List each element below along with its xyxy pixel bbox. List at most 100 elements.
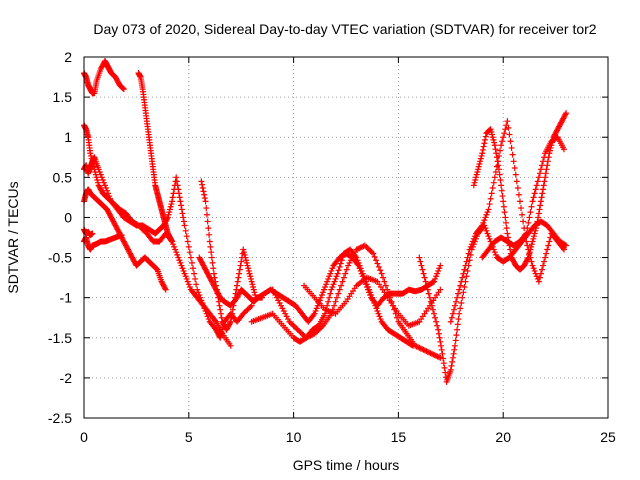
data-point (335, 267, 342, 274)
data-point (413, 343, 420, 350)
data-point (532, 186, 539, 193)
data-point (227, 320, 234, 327)
data-point (287, 320, 294, 327)
data-point (440, 360, 447, 367)
data-point (534, 218, 541, 225)
data-point (93, 174, 100, 181)
data-point (90, 163, 97, 170)
data-point (530, 235, 537, 242)
data-point (524, 225, 531, 232)
plot-border (83, 56, 609, 419)
data-point (491, 139, 498, 146)
data-point (437, 262, 444, 269)
data-point (125, 246, 132, 253)
data-point (324, 278, 331, 285)
data-point (269, 286, 276, 293)
data-point (533, 273, 540, 280)
data-point (310, 312, 317, 319)
data-point (420, 346, 427, 353)
data-point (180, 214, 187, 221)
data-point (116, 230, 123, 237)
data-point (339, 253, 346, 260)
data-point (240, 249, 247, 256)
data-point (557, 120, 564, 127)
data-point (90, 160, 97, 167)
data-point (455, 316, 462, 323)
data-point (537, 198, 544, 205)
data-point (208, 277, 215, 284)
data-point (536, 274, 543, 281)
data-point (198, 258, 205, 265)
data-point (540, 186, 547, 193)
data-point (454, 294, 461, 301)
data-point (422, 278, 429, 285)
data-point (527, 209, 534, 216)
data-point (212, 317, 218, 324)
data-point (516, 198, 523, 205)
data-point (91, 166, 98, 173)
data-point (312, 308, 319, 315)
data-point (180, 218, 187, 225)
data-point (240, 246, 247, 253)
data-point (286, 318, 293, 325)
data-point (507, 138, 514, 145)
data-point (531, 190, 538, 197)
data-point (356, 262, 363, 269)
data-point (89, 230, 96, 237)
data-point (432, 314, 439, 321)
data-point (532, 227, 539, 234)
data-point (183, 275, 190, 282)
data-point (485, 206, 492, 213)
data-point (367, 289, 374, 296)
data-point (196, 254, 203, 261)
data-point (177, 198, 184, 205)
data-point (313, 305, 320, 312)
data-point (468, 241, 475, 248)
data-point (493, 154, 500, 161)
data-point (521, 261, 528, 268)
data-point (242, 254, 249, 261)
data-point (563, 110, 570, 117)
data-point (536, 170, 543, 177)
data-point (327, 270, 334, 277)
data-point (538, 162, 545, 169)
data-point (377, 316, 384, 323)
data-point (330, 281, 337, 288)
data-point (243, 259, 250, 266)
data-point (538, 194, 545, 201)
data-point (486, 201, 493, 208)
data-point (87, 150, 94, 157)
data-point (375, 263, 382, 270)
series-arc-8 (198, 178, 266, 333)
data-point (504, 118, 511, 125)
data-point (450, 306, 457, 313)
data-point (353, 246, 360, 253)
data-point (98, 64, 105, 71)
data-point (463, 273, 470, 280)
data-point (125, 247, 132, 254)
y-tick-label: 1.5 (53, 89, 73, 105)
data-point (243, 308, 250, 315)
data-point (247, 273, 254, 280)
data-point (249, 281, 256, 288)
data-point (115, 79, 122, 86)
data-point (459, 294, 466, 301)
data-point (120, 237, 127, 244)
data-point (522, 259, 529, 266)
data-point (456, 310, 463, 317)
x-axis-label: GPS time / hours (293, 457, 400, 473)
data-point (501, 130, 508, 137)
data-point (479, 146, 486, 153)
data-point (185, 243, 192, 250)
data-point (200, 188, 207, 195)
data-point (458, 300, 465, 307)
series-arc-11 (269, 242, 444, 361)
data-point (220, 320, 227, 327)
data-point (331, 278, 338, 285)
data-point (182, 273, 189, 280)
data-point (345, 262, 352, 269)
data-point (371, 253, 378, 260)
data-point (531, 230, 538, 237)
data-point (526, 249, 533, 256)
data-point (186, 283, 193, 290)
